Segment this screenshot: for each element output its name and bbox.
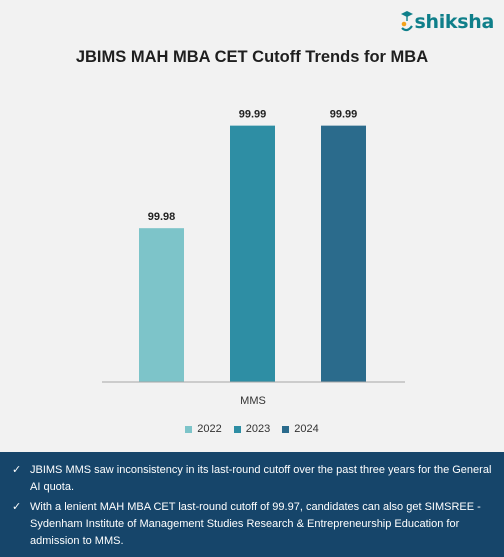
chart-panel: shiksha JBIMS MAH MBA CET Cutoff Trends … <box>0 0 504 452</box>
note-item: ✓ With a lenient MAH MBA CET last-round … <box>12 499 494 550</box>
note-text: JBIMS MMS saw inconsistency in its last-… <box>30 464 492 493</box>
logo-text: shiksha <box>414 11 494 33</box>
check-icon: ✓ <box>12 464 22 476</box>
legend-swatch <box>282 425 290 433</box>
note-text: With a lenient MAH MBA CET last-round cu… <box>30 501 481 547</box>
bar-2023 <box>230 125 275 383</box>
legend-label: 2022 <box>197 423 222 435</box>
graduate-cap-icon <box>401 11 414 32</box>
check-icon: ✓ <box>12 501 22 513</box>
note-item: ✓ JBIMS MMS saw inconsistency in its las… <box>12 462 494 496</box>
chart-title: JBIMS MAH MBA CET Cutoff Trends for MBA <box>75 48 429 66</box>
legend-item-2022: 2022 <box>185 423 222 435</box>
legend-swatch <box>233 425 241 433</box>
legend-label: 2023 <box>245 423 271 435</box>
category-label: MMS <box>240 395 266 407</box>
bar-chart: 99.98 99.99 99.99 MMS <box>102 109 405 407</box>
shiksha-logo: shiksha <box>400 10 494 32</box>
bar-2022 <box>139 228 184 382</box>
legend-label: 2024 <box>294 423 319 435</box>
legend: 2022 2023 2024 <box>0 423 504 435</box>
legend-item-2024: 2024 <box>282 423 319 435</box>
data-label-2023: 99.99 <box>239 109 267 121</box>
legend-swatch <box>185 425 193 433</box>
legend-item-2023: 2023 <box>233 423 271 435</box>
data-label-2022: 99.98 <box>148 211 176 223</box>
bar-2024 <box>321 125 366 383</box>
notes-panel: ✓ JBIMS MMS saw inconsistency in its las… <box>0 452 504 557</box>
data-label-2024: 99.99 <box>330 109 358 121</box>
